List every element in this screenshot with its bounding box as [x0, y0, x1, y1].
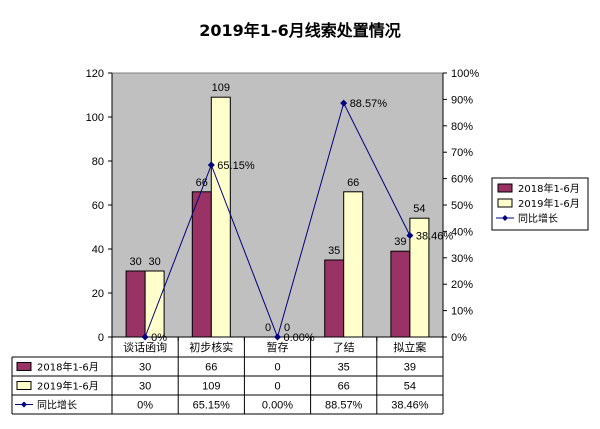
bar [409, 217, 430, 338]
growth-point-marker [406, 231, 414, 239]
table-cell: 30 [139, 362, 151, 374]
y-axis-tick-label: 80 [92, 156, 104, 168]
table-row-marker [21, 401, 27, 408]
bar-data-label: 0 [265, 322, 271, 334]
table-cell: 38.46% [391, 400, 429, 412]
y2-axis-tick-label: 100% [451, 68, 479, 80]
bar-data-label: 35 [328, 245, 340, 257]
y-axis-tick-label: 60 [92, 200, 104, 212]
x-axis-category-label: 拟立案 [393, 340, 426, 354]
growth-data-label: 0.00% [284, 332, 315, 344]
table-cell: 35 [338, 362, 350, 374]
bar-data-label: 39 [394, 236, 406, 248]
y2-axis-tick-label: 50% [451, 200, 473, 212]
table-cell: 0 [274, 381, 280, 393]
growth-point-marker [274, 333, 281, 341]
table-cell: 30 [139, 381, 151, 393]
y2-axis-tick-label: 20% [451, 279, 473, 291]
table-row-swatch [16, 362, 32, 371]
chart-title: 2019年1-6月线索处置情况 [199, 21, 400, 40]
legend-marker [502, 215, 508, 221]
legend-swatch [497, 183, 513, 193]
y-axis-tick-label: 40 [92, 244, 104, 256]
bar-data-label: 109 [212, 82, 230, 94]
x-axis-category-label: 暂存 [267, 340, 289, 354]
x-axis-category-label: 初步核实 [189, 340, 233, 354]
bar [343, 191, 364, 338]
table-cell: 109 [202, 381, 220, 393]
table-cell: 54 [404, 381, 416, 393]
y-axis-tick-label: 120 [86, 68, 104, 80]
growth-data-label: 65.15% [217, 160, 255, 172]
bar [191, 191, 212, 338]
y2-axis-tick-label: 60% [451, 174, 473, 186]
table-cell: 0 [274, 362, 280, 374]
table-cell: 65.15% [193, 400, 231, 412]
growth-point-marker [207, 161, 215, 169]
legend-label: 2018年1-6月 [518, 182, 580, 195]
table-cell: 39 [404, 362, 416, 374]
legend-label: 2019年1-6月 [518, 197, 580, 210]
bar [144, 270, 165, 338]
table-cell: 66 [338, 381, 350, 393]
table-cell: 88.57% [325, 400, 363, 412]
y2-axis-tick-label: 30% [451, 253, 473, 265]
y2-axis-tick-label: 40% [451, 226, 473, 238]
growth-point-marker [340, 99, 348, 107]
table-row-label: 同比增长 [37, 399, 77, 412]
bar-data-label: 54 [413, 203, 425, 215]
bar [324, 259, 345, 338]
bar-data-label: 66 [347, 177, 359, 189]
y2-axis-tick-label: 10% [451, 306, 473, 318]
table-row-swatch [16, 381, 32, 390]
growth-data-label: 38.46% [416, 230, 454, 242]
y2-axis-tick-label: 0% [451, 332, 467, 344]
legend-label: 同比增长 [518, 212, 558, 225]
plot-background [111, 72, 444, 338]
table-cell: 0% [137, 400, 153, 412]
y2-axis-tick-label: 70% [451, 147, 473, 159]
legend-swatch [497, 198, 513, 208]
growth-data-label: 88.57% [350, 98, 388, 110]
bar [125, 270, 146, 338]
bar-data-label: 30 [129, 256, 141, 268]
bar [390, 250, 411, 338]
y2-axis-tick-label: 90% [451, 94, 473, 106]
bar-data-label: 66 [196, 177, 208, 189]
bar-data-label: 30 [148, 256, 160, 268]
y2-axis-tick-label: 80% [451, 121, 473, 133]
table-row-label: 2018年1-6月 [37, 361, 99, 374]
table-cell: 66 [205, 362, 217, 374]
table-cell: 0.00% [262, 400, 293, 412]
y-axis-tick-label: 20 [92, 288, 104, 300]
x-axis-category-label: 谈话函询 [123, 341, 167, 354]
y-axis-tick-label: 100 [86, 112, 104, 124]
plot-area: 0 20 40 60 80 100 120 0% 10% 20% 30% 40% 50% 60% 70% 80… [86, 68, 480, 354]
data-table: 2018年1-6月 30 66 0 35 39 2019年1-6月 30 109 0 66 54 同比增… [11, 337, 444, 415]
x-axis-category-label: 了结 [333, 341, 355, 354]
bar [210, 96, 231, 338]
table-row-label: 2019年1-6月 [37, 380, 99, 393]
y-axis-tick-label: 0 [98, 332, 104, 344]
growth-point-marker [141, 333, 149, 341]
growth-data-label: 0% [151, 332, 167, 344]
bar-data-label: 0 [284, 322, 290, 334]
